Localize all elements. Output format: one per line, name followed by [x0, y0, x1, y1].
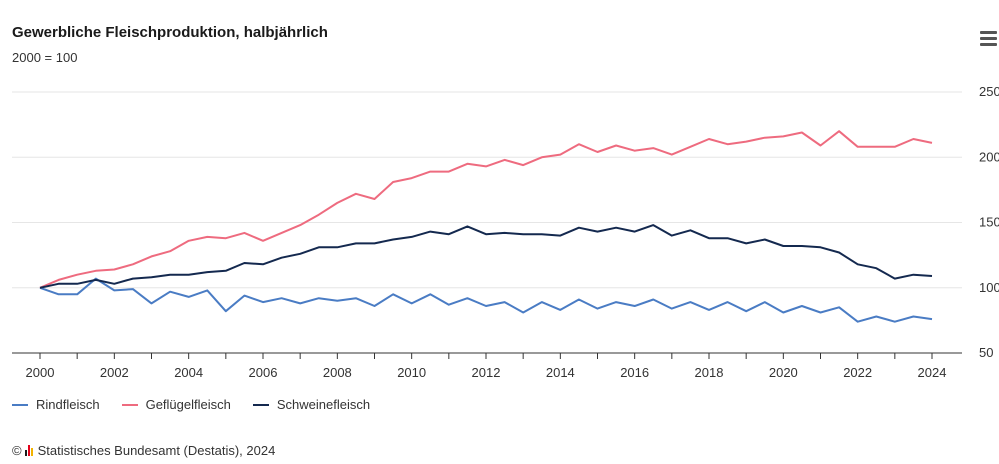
x-tick-label: 2010	[397, 365, 426, 380]
y-tick-label: 150	[979, 215, 999, 230]
credit-text: Statistisches Bundesamt (Destatis), 2024	[37, 443, 276, 458]
x-tick-label: 2024	[918, 365, 947, 380]
legend-swatch-gefluegelfleisch	[121, 403, 138, 406]
legend-item-rindfleisch[interactable]: Rindfleisch	[12, 397, 100, 412]
legend-label-rindfleisch: Rindfleisch	[36, 397, 100, 412]
y-tick-label: 100	[979, 280, 999, 295]
x-tick-label: 2008	[323, 365, 352, 380]
x-tick-label: 2016	[620, 365, 649, 380]
legend-item-schweinefleisch[interactable]: Schweinefleisch	[252, 397, 371, 412]
menu-bar-icon	[980, 37, 997, 40]
legend-item-gefluegelfleisch[interactable]: Geflügelfleisch	[121, 397, 231, 412]
legend-label-gefluegelfleisch: Geflügelfleisch	[145, 397, 231, 412]
chart-title: Gewerbliche Fleischproduktion, halbjährl…	[12, 24, 328, 41]
grid-lines	[12, 91, 962, 289]
chart-subtitle: 2000 = 100	[12, 50, 78, 65]
legend-label-schweinefleisch: Schweinefleisch	[276, 397, 371, 412]
x-tick-label: 2018	[695, 365, 724, 380]
axes: 50 100 150 200 250 2000 2002 2004 2006 2008 2010 20…	[12, 84, 999, 380]
menu-bar-icon	[980, 43, 997, 46]
x-tick-label: 2004	[174, 365, 203, 380]
x-tick-label: 2002	[100, 365, 129, 380]
x-tick-label: 2020	[769, 365, 798, 380]
series-lines	[39, 130, 933, 323]
x-tick-label: 2006	[249, 365, 278, 380]
y-tick-label: 250	[979, 84, 999, 99]
x-tick-label: 2022	[843, 365, 872, 380]
legend-swatch-schweinefleisch	[252, 403, 269, 406]
y-tick-label: 200	[979, 149, 999, 164]
x-tick-label: 2012	[472, 365, 501, 380]
hamburger-menu-icon[interactable]	[978, 30, 999, 46]
series-line-gefluegelfleisch[interactable]	[39, 130, 933, 289]
x-tick-label: 2000	[26, 365, 55, 380]
copyright-symbol: ©	[12, 443, 22, 458]
legend-swatch-rindfleisch	[12, 403, 28, 406]
series-line-schweinefleisch[interactable]	[39, 224, 933, 289]
source-credit: © Statistisches Bundesamt (Destatis), 20…	[12, 443, 275, 458]
x-tick-label: 2014	[546, 365, 575, 380]
y-tick-label: 50	[979, 345, 993, 360]
legend: Rindfleisch Geflügelfleisch Schweineflei…	[12, 397, 370, 412]
menu-bar-icon	[980, 31, 997, 34]
series-line-rindfleisch[interactable]	[39, 277, 933, 323]
destatis-logo-icon	[24, 445, 33, 456]
